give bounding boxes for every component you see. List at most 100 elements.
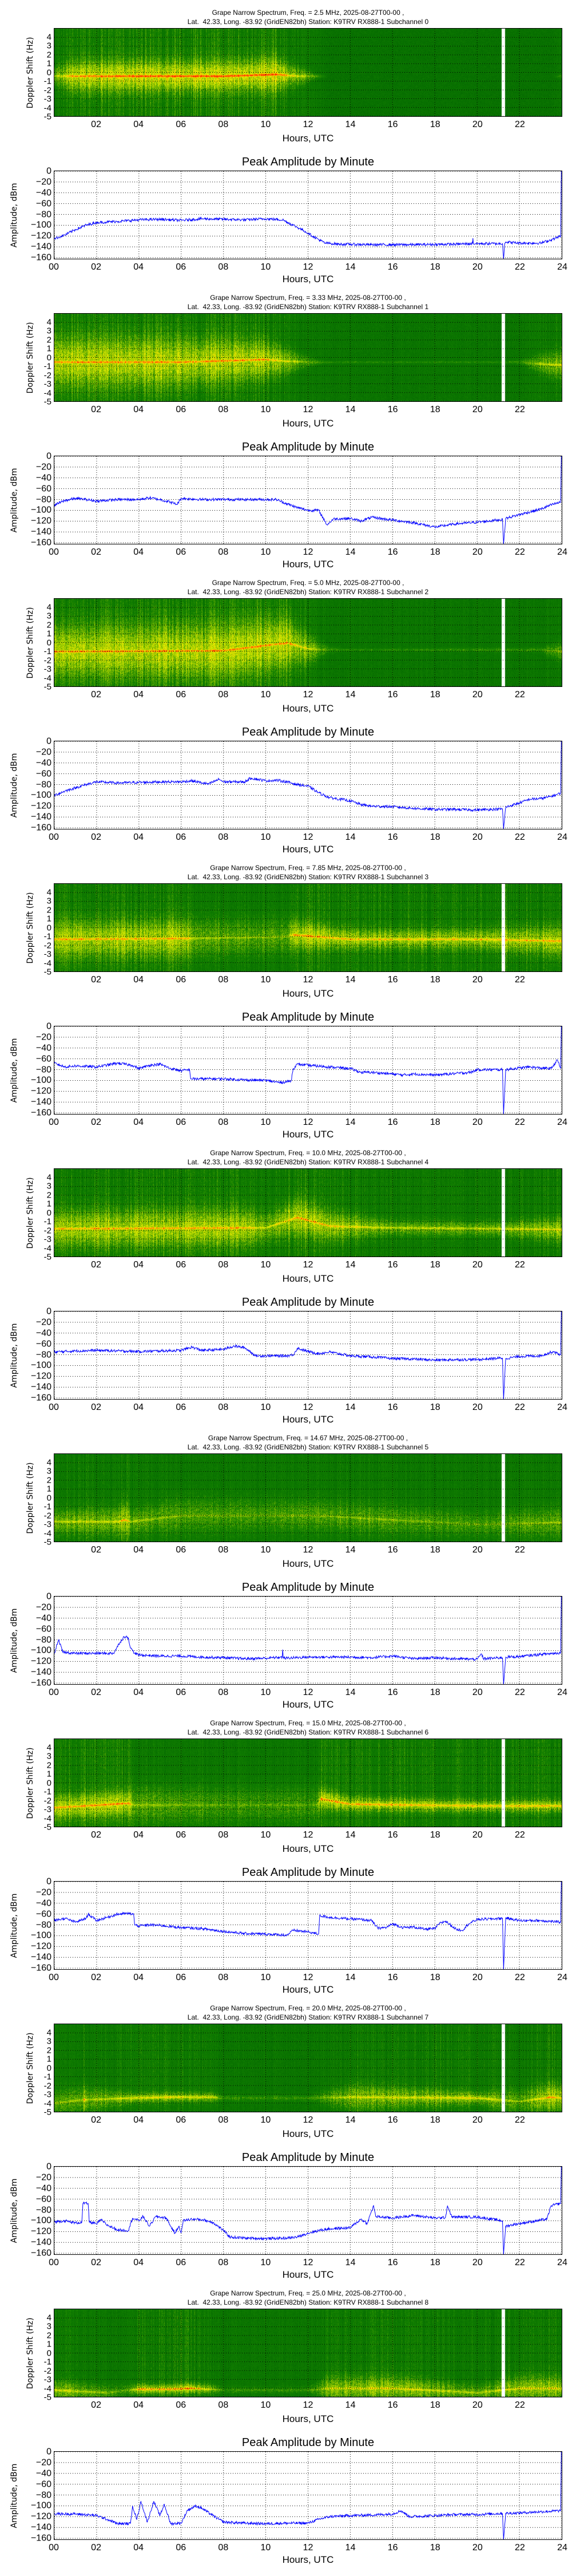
spectrogram-x-tick: 22 bbox=[515, 1545, 525, 1555]
spectrogram-x-tick: 10 bbox=[260, 2400, 271, 2410]
amplitude-y-tick: −160 bbox=[30, 1108, 51, 1118]
amplitude-y-tick: −140 bbox=[30, 1952, 51, 1962]
spectrogram-x-label: Hours, UTC bbox=[282, 418, 334, 429]
spectrogram-x-tick: 14 bbox=[345, 975, 356, 985]
spectrogram-x-tick: 08 bbox=[218, 1545, 229, 1555]
amplitude-x-tick: 18 bbox=[430, 1402, 440, 1412]
spectrogram-x-tick: 18 bbox=[430, 1830, 440, 1840]
spectrogram-y-tick: 0 bbox=[46, 1778, 51, 1788]
amplitude-y-tick: 0 bbox=[46, 1306, 51, 1317]
amplitude-x-tick: 12 bbox=[303, 2258, 313, 2267]
spectrogram-x-tick: 18 bbox=[430, 2115, 440, 2125]
amplitude-svg bbox=[54, 741, 562, 829]
spectrogram-x-tick: 06 bbox=[176, 120, 186, 129]
amplitude-line bbox=[54, 1311, 562, 1399]
spectrogram-y-tick: 1 bbox=[46, 58, 51, 69]
amplitude-title: Peak Amplitude by Minute bbox=[241, 1296, 375, 1309]
amplitude-x-tick: 10 bbox=[260, 262, 271, 272]
spectrogram-y-tick: -2 bbox=[43, 655, 51, 665]
spectrogram-x-tick: 12 bbox=[303, 1260, 313, 1270]
amplitude-x-tick: 20 bbox=[472, 1402, 483, 1412]
spectrogram-x-tick: 06 bbox=[176, 975, 186, 985]
amplitude-y-tick: −20 bbox=[35, 747, 51, 757]
spectrogram-x-tick: 06 bbox=[176, 2400, 186, 2410]
amplitude-x-tick: 18 bbox=[430, 547, 440, 557]
amplitude-line bbox=[54, 2167, 562, 2254]
amplitude-x-tick: 18 bbox=[430, 832, 440, 842]
spectrogram-x-tick: 12 bbox=[303, 975, 313, 985]
spectrogram-y-label: Doppler Shift (Hz) bbox=[26, 1747, 35, 1819]
amplitude-y-tick: −80 bbox=[35, 210, 51, 220]
spectrogram-y-tick: -1 bbox=[43, 1787, 51, 1797]
spectrogram-y-tick: -5 bbox=[43, 967, 51, 977]
spectrogram-x-tick: 02 bbox=[91, 2400, 101, 2410]
spectrogram-y-tick: 4 bbox=[46, 1743, 51, 1752]
spectrogram-x-tick: 02 bbox=[91, 120, 101, 129]
amplitude-x-tick: 18 bbox=[430, 262, 440, 272]
spectrogram-x-tick: 14 bbox=[345, 1830, 356, 1840]
amplitude-x-tick: 06 bbox=[176, 1117, 186, 1127]
spectrogram-x-tick: 16 bbox=[387, 2400, 398, 2410]
amplitude-y-tick: −140 bbox=[30, 1667, 51, 1677]
spectrogram-y-tick: 2 bbox=[46, 1190, 51, 1200]
spectrogram-y-tick: -5 bbox=[43, 397, 51, 407]
amplitude-y-tick: −60 bbox=[35, 1054, 51, 1064]
spectrogram-x-tick: 16 bbox=[387, 405, 398, 414]
amplitude-y-tick: 0 bbox=[46, 1591, 51, 1602]
amplitude-x-tick: 16 bbox=[387, 547, 398, 557]
amplitude-x-tick: 04 bbox=[133, 262, 144, 272]
spectrogram-y-tick: 0 bbox=[46, 2063, 51, 2073]
amplitude-x-tick: 24 bbox=[557, 2258, 567, 2267]
amplitude-line bbox=[54, 1026, 562, 1114]
amplitude-x-tick: 08 bbox=[218, 547, 229, 557]
spectrogram-y-tick: 0 bbox=[46, 2348, 51, 2358]
spectrogram-y-tick: 3 bbox=[46, 1466, 51, 1476]
spectrogram-x-tick: 18 bbox=[430, 975, 440, 985]
spectrogram-y-label: Doppler Shift (Hz) bbox=[26, 1177, 35, 1249]
spectrogram-y-tick: -1 bbox=[43, 76, 51, 86]
spectrogram-x-tick: 12 bbox=[303, 2115, 313, 2125]
amplitude-x-tick: 02 bbox=[91, 2543, 101, 2553]
spectrogram-x-tick: 16 bbox=[387, 1545, 398, 1555]
spectrogram-x-tick: 12 bbox=[303, 1830, 313, 1840]
amplitude-svg bbox=[54, 1026, 562, 1114]
spectrogram-y-tick: 1 bbox=[46, 1769, 51, 1779]
amplitude-line bbox=[54, 171, 562, 259]
amplitude-x-tick: 18 bbox=[430, 2543, 440, 2553]
spectrogram-x-tick: 02 bbox=[91, 1545, 101, 1555]
amplitude-x-tick: 14 bbox=[345, 1402, 356, 1412]
amplitude-x-tick: 12 bbox=[303, 547, 313, 557]
amplitude-y-label: Amplitude, dBm bbox=[10, 1608, 19, 1673]
amplitude-y-tick: −20 bbox=[35, 1602, 51, 1613]
amplitude-y-tick: −40 bbox=[35, 2183, 51, 2194]
amplitude-y-tick: −120 bbox=[30, 231, 51, 241]
amplitude-y-tick: −20 bbox=[35, 177, 51, 187]
spectrogram-x-tick: 20 bbox=[472, 975, 483, 985]
spectrogram-y-tick: 4 bbox=[46, 1457, 51, 1467]
spectrogram-y-tick: 4 bbox=[46, 2313, 51, 2322]
spectrogram-y-tick: 0 bbox=[46, 638, 51, 647]
amplitude-title: Peak Amplitude by Minute bbox=[241, 1581, 375, 1594]
spectrogram-y-tick: -3 bbox=[43, 949, 51, 959]
amplitude-x-tick: 00 bbox=[49, 1402, 59, 1412]
amplitude-x-tick: 18 bbox=[430, 1688, 440, 1697]
spectrogram-title-line1: Grape Narrow Spectrum, Freq. = 15.0 MHz,… bbox=[210, 1719, 406, 1727]
amplitude-x-tick: 22 bbox=[515, 1688, 525, 1697]
spectrogram-y-tick: 4 bbox=[46, 602, 51, 612]
spectrogram-x-tick: 06 bbox=[176, 405, 186, 414]
amplitude-y-tick: 0 bbox=[46, 2447, 51, 2457]
amplitude-y-tick: −120 bbox=[30, 1371, 51, 1381]
amplitude-x-tick: 06 bbox=[176, 2258, 186, 2267]
amplitude-x-tick: 20 bbox=[472, 262, 483, 272]
amplitude-x-tick: 06 bbox=[176, 262, 186, 272]
amplitude-svg bbox=[54, 1311, 562, 1399]
amplitude-plot bbox=[54, 1596, 562, 1685]
spectrogram-x-tick: 14 bbox=[345, 2115, 356, 2125]
spectrogram-x-label: Hours, UTC bbox=[282, 1558, 334, 1569]
amplitude-y-tick: −40 bbox=[35, 1328, 51, 1338]
amplitude-x-tick: 20 bbox=[472, 547, 483, 557]
spectrogram-y-label: Doppler Shift (Hz) bbox=[26, 322, 35, 393]
spectrogram-y-tick: -1 bbox=[43, 931, 51, 942]
spectrogram-x-tick: 02 bbox=[91, 2115, 101, 2125]
amplitude-x-tick: 04 bbox=[133, 2258, 144, 2267]
